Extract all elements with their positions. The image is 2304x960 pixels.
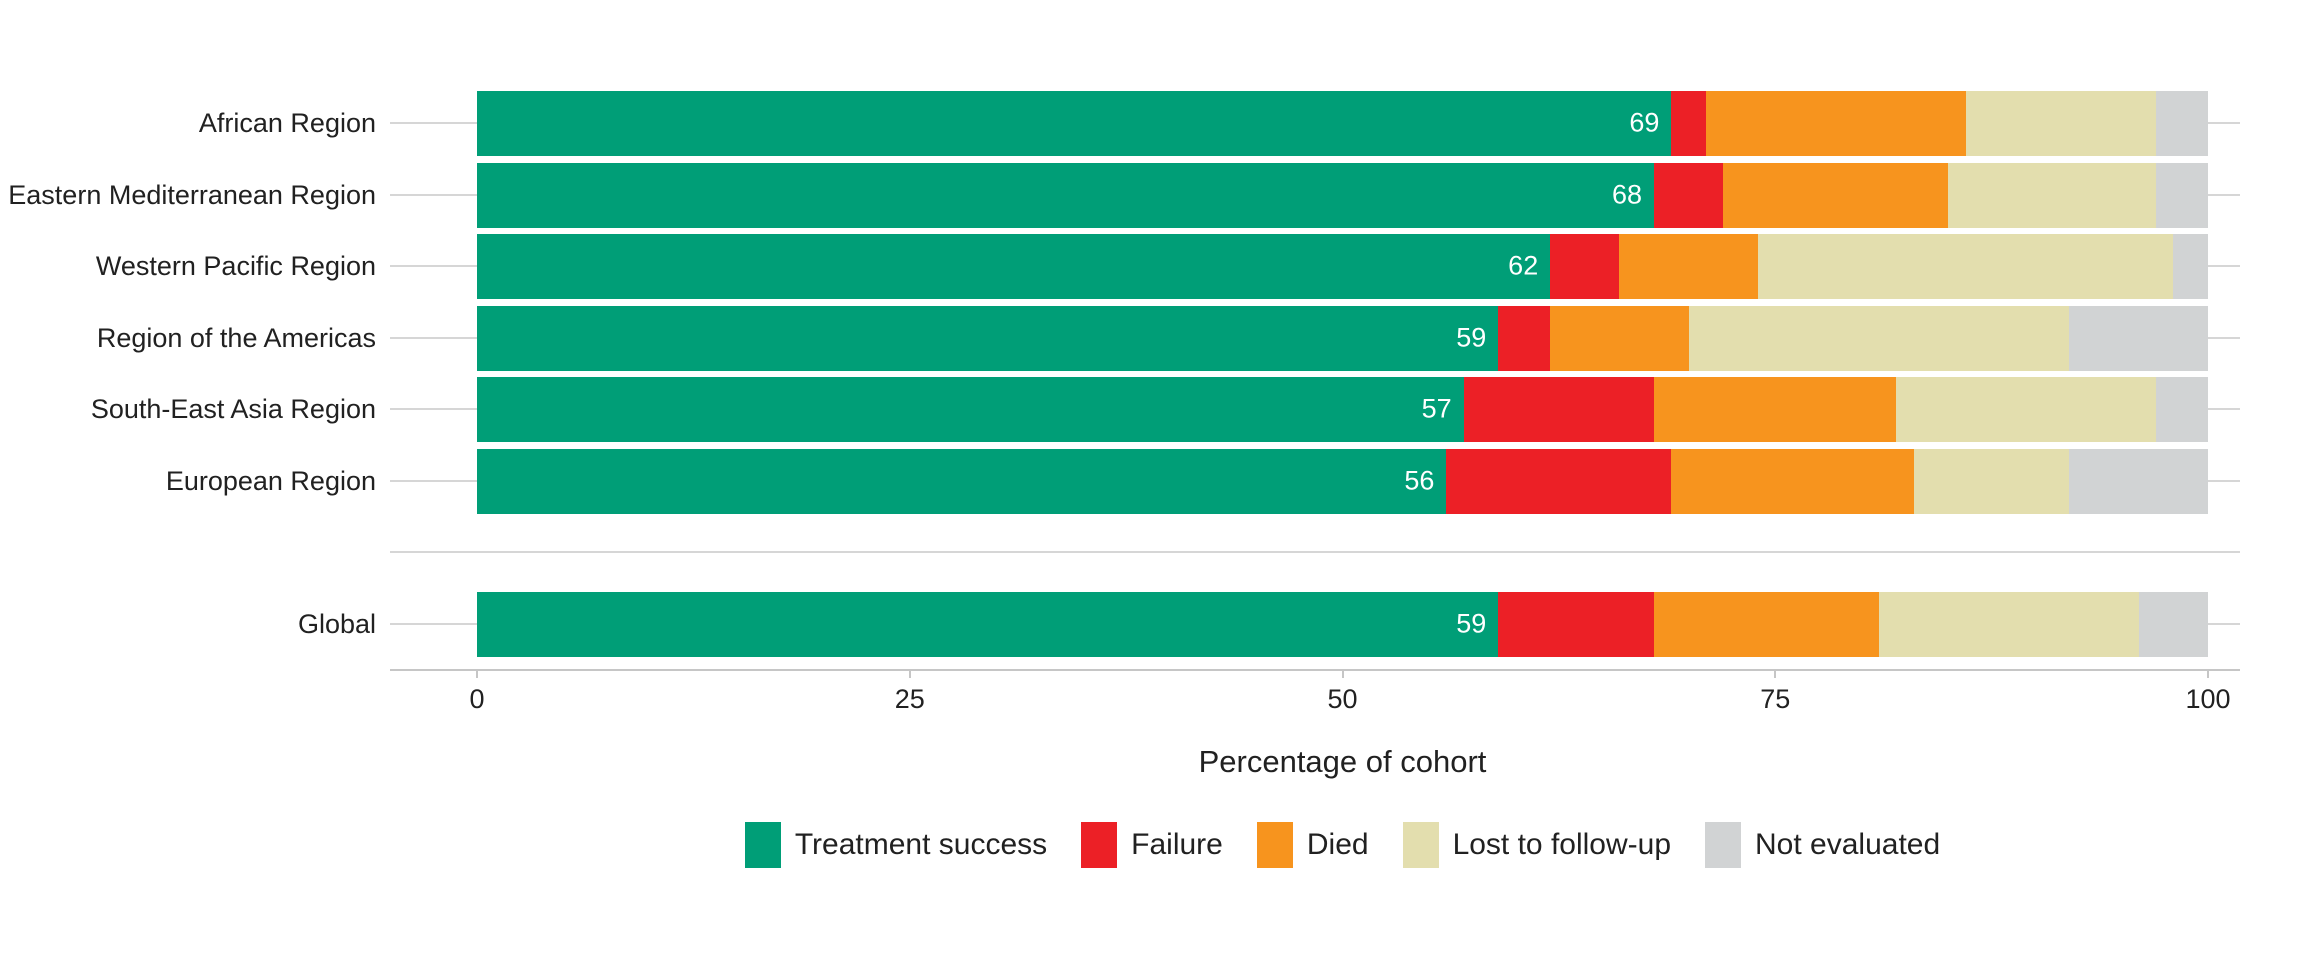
stacked-bar: 69 bbox=[477, 90, 2208, 156]
legend-label: Failure bbox=[1131, 828, 1223, 861]
bar-segment-not-evaluated bbox=[2069, 448, 2208, 514]
category-label: African Region bbox=[198, 108, 376, 138]
bar-value-label: 69 bbox=[1629, 107, 1660, 138]
legend-swatch bbox=[1402, 822, 1439, 868]
bar-segment-failure bbox=[1446, 448, 1672, 514]
bar-value-label: 68 bbox=[1612, 179, 1643, 210]
stacked-bar: 62 bbox=[477, 233, 2208, 299]
bar-segment-failure bbox=[1654, 162, 1724, 228]
bar-segment-not-evaluated bbox=[2173, 233, 2208, 299]
bar-segment-died bbox=[1723, 162, 1949, 228]
bar-segment-not-evaluated bbox=[2156, 90, 2208, 156]
bar-segment-not-evaluated bbox=[2069, 305, 2208, 371]
legend-swatch bbox=[744, 822, 781, 868]
bar-value-label: 62 bbox=[1508, 250, 1539, 281]
legend-item-not-evaluated: Not evaluated bbox=[1705, 822, 1940, 868]
bar-segment-died bbox=[1654, 591, 1880, 657]
category-label: Global bbox=[297, 609, 376, 639]
legend-item-lost-to-follow-up: Lost to follow-up bbox=[1402, 822, 1672, 868]
bar-segment-died bbox=[1671, 448, 1914, 514]
legend-swatch bbox=[1705, 822, 1742, 868]
x-axis-tick-mark bbox=[908, 669, 911, 678]
legend: Treatment success Failure Died Lost to foll… bbox=[477, 822, 2208, 868]
x-axis-tick-mark bbox=[1341, 669, 1344, 678]
legend-swatch bbox=[1081, 822, 1118, 868]
legend-label: Treatment success bbox=[794, 828, 1048, 861]
x-axis-title: Percentage of cohort bbox=[1198, 744, 1487, 779]
bar-segment-treatment-success: 59 bbox=[477, 591, 1499, 657]
bar-segment-not-evaluated bbox=[2156, 162, 2208, 228]
stacked-bar: 68 bbox=[477, 162, 2208, 228]
bar-segment-died bbox=[1654, 376, 1897, 442]
bar-segment-failure bbox=[1498, 591, 1655, 657]
bar-segment-treatment-success: 57 bbox=[477, 376, 1464, 442]
bar-segment-treatment-success: 69 bbox=[477, 90, 1672, 156]
bar-segment-lost-to-follow-up bbox=[1879, 591, 2139, 657]
category-label: Eastern Mediterranean Region bbox=[8, 180, 376, 210]
x-axis-tick-label: 75 bbox=[1760, 684, 1791, 714]
bar-segment-treatment-success: 56 bbox=[477, 448, 1447, 514]
legend-label: Died bbox=[1306, 828, 1369, 861]
legend-item-failure: Failure bbox=[1081, 822, 1223, 868]
legend-label: Not evaluated bbox=[1755, 828, 1941, 861]
bar-value-label: 56 bbox=[1404, 465, 1435, 496]
bar-value-label: 59 bbox=[1456, 608, 1487, 639]
x-axis-tick-label: 25 bbox=[894, 684, 925, 714]
bar-segment-lost-to-follow-up bbox=[1896, 376, 2157, 442]
bar-segment-failure bbox=[1498, 305, 1551, 371]
x-axis-tick-label: 50 bbox=[1327, 684, 1358, 714]
x-axis-line bbox=[390, 669, 2240, 671]
x-axis-tick-mark bbox=[1774, 669, 1777, 678]
bar-segment-treatment-success: 68 bbox=[477, 162, 1655, 228]
legend-item-died: Died bbox=[1256, 822, 1369, 868]
bar-segment-not-evaluated bbox=[2138, 591, 2208, 657]
x-axis-tick-mark bbox=[476, 669, 478, 678]
bar-segment-failure bbox=[1550, 233, 1620, 299]
stacked-bar: 59 bbox=[477, 305, 2208, 371]
legend-item-treatment-success: Treatment success bbox=[744, 822, 1048, 868]
x-axis-tick-label: 100 bbox=[2185, 684, 2231, 714]
stacked-bar: 59 bbox=[477, 591, 2208, 657]
bar-segment-died bbox=[1705, 90, 1966, 156]
legend-label: Lost to follow-up bbox=[1452, 828, 1672, 861]
bar-value-label: 57 bbox=[1421, 393, 1452, 424]
bar-value-label: 59 bbox=[1456, 322, 1487, 353]
bar-segment-lost-to-follow-up bbox=[1948, 162, 2157, 228]
bar-segment-failure bbox=[1671, 90, 1706, 156]
bar-segment-died bbox=[1550, 305, 1689, 371]
bar-segment-lost-to-follow-up bbox=[1688, 305, 2070, 371]
bar-segment-lost-to-follow-up bbox=[1913, 448, 2070, 514]
stacked-bar: 56 bbox=[477, 448, 2208, 514]
legend-swatch bbox=[1256, 822, 1293, 868]
category-label: Region of the Americas bbox=[96, 323, 376, 353]
x-axis-tick-label: 0 bbox=[469, 684, 485, 714]
bar-segment-lost-to-follow-up bbox=[1965, 90, 2157, 156]
bar-segment-failure bbox=[1463, 376, 1655, 442]
category-gridline bbox=[390, 551, 2240, 553]
category-label: Western Pacific Region bbox=[95, 251, 376, 281]
x-axis-tick-mark bbox=[2207, 669, 2209, 678]
bar-segment-died bbox=[1619, 233, 1758, 299]
category-label: South-East Asia Region bbox=[90, 394, 376, 424]
bar-segment-lost-to-follow-up bbox=[1757, 233, 2174, 299]
category-label: European Region bbox=[165, 466, 376, 496]
bar-segment-treatment-success: 59 bbox=[477, 305, 1499, 371]
stacked-bar: 57 bbox=[477, 376, 2208, 442]
bar-segment-not-evaluated bbox=[2156, 376, 2208, 442]
bar-segment-treatment-success: 62 bbox=[477, 233, 1551, 299]
